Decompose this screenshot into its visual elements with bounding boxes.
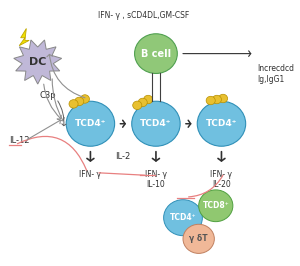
- Text: IFN- γ
IL-10: IFN- γ IL-10: [145, 170, 167, 189]
- Text: IL-12: IL-12: [9, 136, 30, 146]
- Text: TCD8⁺: TCD8⁺: [202, 201, 229, 210]
- Text: γ δT: γ δT: [189, 234, 208, 243]
- Text: IL-2: IL-2: [116, 152, 131, 160]
- Circle shape: [197, 101, 246, 146]
- Polygon shape: [19, 28, 29, 46]
- Circle shape: [133, 101, 142, 110]
- Circle shape: [135, 34, 177, 73]
- Circle shape: [138, 98, 147, 107]
- Circle shape: [144, 95, 153, 104]
- Circle shape: [212, 95, 221, 104]
- Circle shape: [66, 101, 115, 146]
- Text: TCD4⁺: TCD4⁺: [140, 119, 172, 128]
- Text: TCD4⁺: TCD4⁺: [75, 119, 106, 128]
- Text: B cell: B cell: [141, 49, 171, 59]
- Text: C3p: C3p: [40, 92, 56, 101]
- Text: DC: DC: [29, 57, 46, 66]
- Circle shape: [218, 94, 228, 103]
- Circle shape: [199, 190, 233, 222]
- Polygon shape: [14, 40, 62, 84]
- Circle shape: [164, 200, 202, 236]
- Circle shape: [69, 100, 78, 108]
- Circle shape: [75, 97, 84, 106]
- Text: IFN- γ , sCD4DL,GM-CSF: IFN- γ , sCD4DL,GM-CSF: [98, 11, 189, 20]
- Text: TCD4⁺: TCD4⁺: [170, 213, 196, 222]
- Circle shape: [206, 96, 215, 105]
- Text: IFN- γ
IL-20: IFN- γ IL-20: [211, 170, 232, 189]
- Text: IFN- γ: IFN- γ: [80, 170, 101, 179]
- Text: Increcdcd
Ig,IgG1: Increcdcd Ig,IgG1: [257, 64, 294, 84]
- Circle shape: [132, 101, 180, 146]
- Text: TCD4⁺: TCD4⁺: [206, 119, 237, 128]
- Circle shape: [80, 95, 89, 103]
- Circle shape: [183, 224, 214, 253]
